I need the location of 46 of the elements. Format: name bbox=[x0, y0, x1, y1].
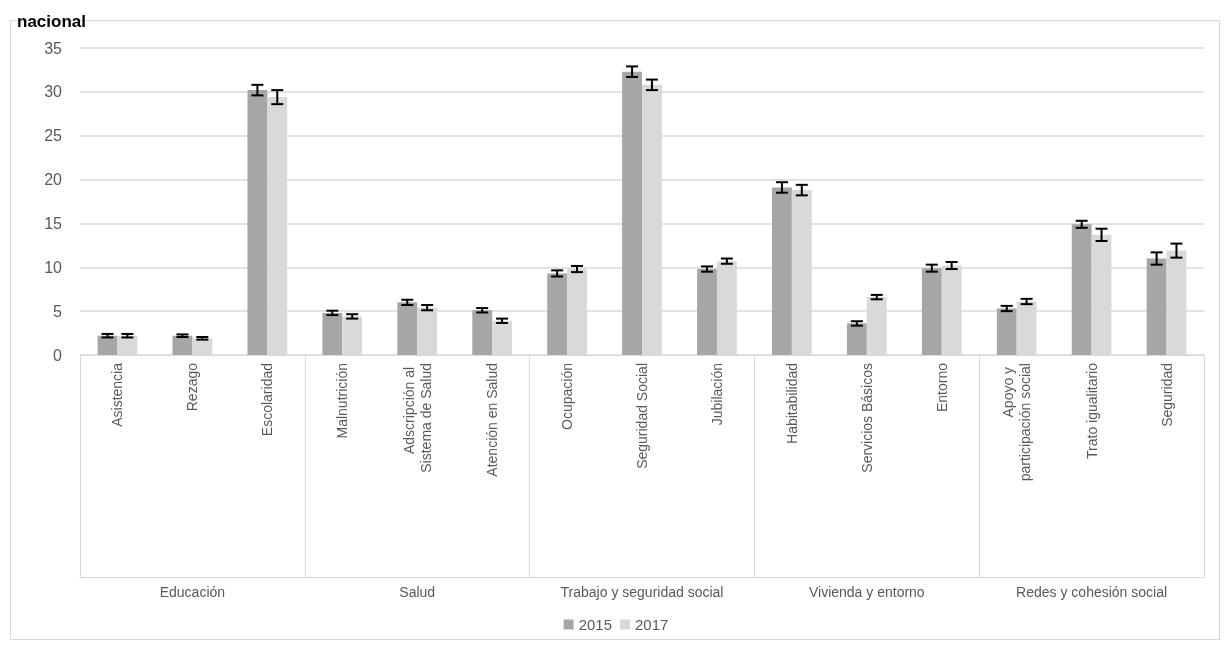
y-tick-label: 25 bbox=[44, 127, 63, 145]
bar bbox=[697, 269, 717, 355]
y-tick-label: 15 bbox=[44, 214, 63, 232]
x-tick-label: Servicios Básicos bbox=[858, 363, 875, 473]
x-tick-label: Malnutrición bbox=[334, 363, 351, 439]
text: Educación bbox=[159, 584, 226, 600]
text: Redes y cohesión social bbox=[1016, 584, 1168, 600]
bar bbox=[247, 90, 268, 355]
y-tick-label: 30 bbox=[44, 83, 63, 101]
x-tick-label: Entorno bbox=[933, 362, 950, 413]
bar bbox=[996, 308, 1017, 355]
bar bbox=[472, 310, 493, 355]
legend-label: 2015 bbox=[578, 616, 613, 633]
x-tick-label: Asistencia bbox=[109, 362, 126, 427]
bar bbox=[172, 335, 193, 355]
y-tick-label: 35 bbox=[44, 39, 63, 57]
x-tick-label: Atención en Salud bbox=[484, 363, 501, 477]
bar bbox=[322, 312, 343, 355]
legend-label: 2017 bbox=[635, 616, 669, 633]
bar bbox=[1146, 258, 1167, 355]
text: Vivienda y entorno bbox=[808, 584, 925, 600]
x-tick-label: Apoyo y participación social bbox=[1000, 363, 1034, 482]
x-tick-label: Ocupación bbox=[559, 363, 576, 430]
x-tick-label: Seguridad Social bbox=[634, 363, 650, 469]
bar bbox=[846, 323, 867, 355]
bar bbox=[1071, 224, 1092, 355]
y-tick-label: 10 bbox=[44, 258, 63, 276]
bar bbox=[97, 335, 118, 355]
x-tick-label: Adscripción al Sistema de Salud bbox=[400, 363, 434, 473]
x-tick-label: Rezago bbox=[184, 362, 201, 412]
x-tick-label: Jubilación bbox=[708, 363, 725, 426]
x-tick-label: Trato igualitario bbox=[1083, 362, 1100, 459]
text: Trabajo y seguridad social bbox=[560, 584, 724, 600]
bar bbox=[397, 302, 418, 355]
y-tick-label: 0 bbox=[53, 346, 63, 364]
bar bbox=[772, 187, 792, 355]
x-tick-label: Habitabilidad bbox=[783, 363, 800, 444]
x-tick-label: Escolaridad bbox=[259, 363, 276, 437]
bar bbox=[622, 71, 642, 355]
chart-title: nacional bbox=[17, 12, 86, 31]
x-tick-label: Seguridad bbox=[1158, 363, 1175, 427]
bar bbox=[921, 268, 942, 355]
text: Salud bbox=[399, 584, 436, 600]
y-tick-label: 5 bbox=[53, 302, 63, 320]
y-tick-label: 20 bbox=[44, 171, 63, 189]
bar bbox=[547, 273, 568, 355]
